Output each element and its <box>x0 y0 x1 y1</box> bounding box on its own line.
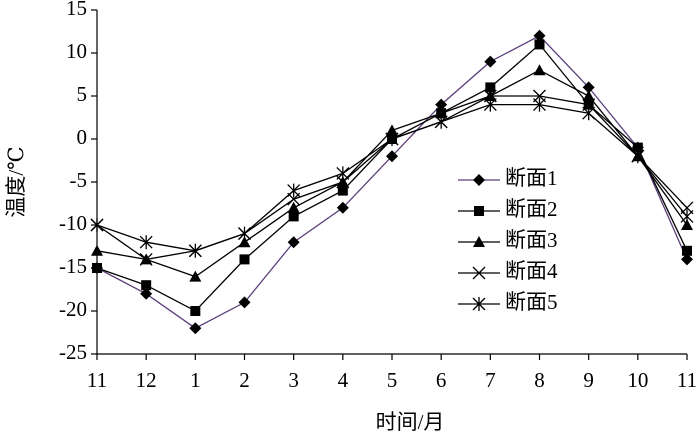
x-tick-label: 11 <box>87 368 107 392</box>
data-point <box>336 166 350 181</box>
data-point <box>434 114 448 129</box>
data-point <box>140 287 153 300</box>
x-tick-label: 6 <box>436 368 447 392</box>
data-point <box>238 236 251 248</box>
data-point <box>92 263 102 273</box>
x-tick-label: 7 <box>485 368 496 392</box>
x-tick-label: 8 <box>534 368 545 392</box>
data-point <box>288 211 299 222</box>
data-point <box>533 64 546 76</box>
legend-marker <box>472 297 486 311</box>
x-tick-label: 2 <box>239 368 250 392</box>
x-tick-label: 1 <box>190 368 201 392</box>
legend-label: 断面4 <box>505 259 558 283</box>
y-tick-label: -5 <box>70 168 88 192</box>
legend-label: 断面1 <box>505 166 558 190</box>
x-tick-label: 10 <box>627 368 648 392</box>
y-tick-label: -25 <box>59 340 87 364</box>
legend-marker <box>472 266 486 280</box>
legend-label: 断面5 <box>505 290 558 314</box>
data-point <box>681 219 693 230</box>
data-point <box>337 185 348 196</box>
series-line <box>96 43 688 312</box>
data-point <box>188 243 202 258</box>
data-point <box>483 97 497 112</box>
x-tick-label: 4 <box>338 368 349 392</box>
data-point <box>582 106 596 121</box>
data-point <box>632 142 643 153</box>
data-point <box>386 124 398 136</box>
data-point <box>582 81 595 94</box>
data-point <box>91 244 103 256</box>
data-point <box>680 209 694 224</box>
data-point <box>534 39 545 50</box>
legend-label: 断面2 <box>505 197 558 221</box>
x-tick-label: 11 <box>677 368 697 392</box>
data-point <box>189 322 202 335</box>
data-point <box>386 150 398 163</box>
y-tick-label: 15 <box>66 0 87 20</box>
data-point <box>189 270 202 282</box>
series-line <box>96 95 688 261</box>
y-tick-label: 10 <box>66 39 87 63</box>
data-point <box>484 55 497 68</box>
data-point <box>435 107 448 119</box>
y-tick-label: -10 <box>59 211 87 235</box>
legend-marker <box>473 174 485 186</box>
x-tick-label: 5 <box>387 368 398 392</box>
data-point <box>533 97 546 112</box>
data-point <box>582 90 595 101</box>
y-tick-label: -15 <box>59 254 87 278</box>
data-point <box>631 149 645 164</box>
data-point <box>238 296 251 309</box>
x-tick-label: 12 <box>136 368 157 392</box>
series-line <box>96 34 688 329</box>
y-tick-label: -20 <box>59 297 87 321</box>
y-tick-label: 0 <box>77 125 88 149</box>
legend-marker <box>474 206 484 216</box>
y-tick-label: 5 <box>77 82 88 106</box>
data-point <box>287 201 300 213</box>
data-point <box>287 236 300 249</box>
data-point <box>533 29 546 42</box>
legend-label: 断面3 <box>505 228 558 252</box>
x-tick-label: 3 <box>288 368 299 392</box>
data-point <box>682 245 692 256</box>
data-point <box>385 132 399 146</box>
data-point <box>287 183 301 198</box>
data-point <box>239 254 250 265</box>
data-point <box>681 253 693 266</box>
data-point <box>336 201 349 214</box>
data-point <box>139 235 153 250</box>
data-point <box>238 226 251 241</box>
data-point <box>190 306 201 316</box>
y-axis-label: 温度/℃ <box>4 146 28 217</box>
data-point <box>141 280 152 291</box>
data-point <box>139 252 153 266</box>
x-tick-label: 9 <box>583 368 594 392</box>
series-line <box>96 69 688 278</box>
data-point <box>90 218 104 232</box>
data-point <box>485 82 496 93</box>
data-point <box>435 98 448 111</box>
legend-marker <box>473 236 485 247</box>
x-axis-label: 时间/月 <box>376 410 445 434</box>
